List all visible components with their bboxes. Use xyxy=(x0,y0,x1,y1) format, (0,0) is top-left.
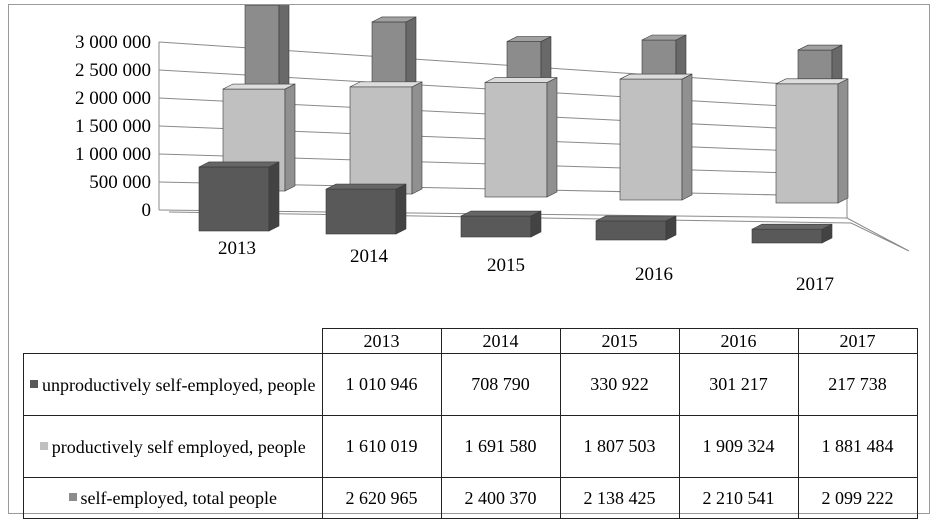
bar-front-face xyxy=(751,228,823,244)
bar-top-face xyxy=(751,223,833,230)
bar-side-face xyxy=(411,81,423,195)
x-axis-ticks: 2013 2014 2015 2016 2017 xyxy=(218,238,834,295)
bar-front-face xyxy=(349,86,413,195)
bar xyxy=(198,161,280,232)
bar-top-face xyxy=(371,16,417,23)
bar-top-face xyxy=(797,44,843,51)
bar-top-face xyxy=(484,77,558,83)
bar-side-face xyxy=(681,73,693,201)
bar-top-face xyxy=(619,73,693,80)
bar-top-face xyxy=(506,36,552,42)
y-tick-label: 2 000 000 xyxy=(75,88,151,109)
bar xyxy=(460,210,542,238)
bar xyxy=(349,81,423,195)
table-cell: 2 138 425 xyxy=(559,477,680,519)
bars xyxy=(198,5,849,244)
table-cell: 2 620 965 xyxy=(321,477,442,519)
bar-side-face xyxy=(268,161,280,232)
table-row: productively self employed, people 1 610… xyxy=(23,415,918,478)
data-table: 2013 2014 2015 2016 2017 unproductively … xyxy=(23,328,918,519)
y-tick-label: 1 500 000 xyxy=(75,116,151,137)
legend-key-icon xyxy=(68,493,77,501)
table-cell: 2 210 541 xyxy=(678,477,799,519)
bar-side-face xyxy=(546,77,558,198)
table-row: self-employed, total people 2 620 965 2 … xyxy=(23,477,918,519)
bar-side-face xyxy=(284,83,296,192)
bar-top-face xyxy=(460,210,542,217)
bar-top-face xyxy=(198,161,280,168)
table-cell: 1 691 580 xyxy=(440,415,561,478)
bar xyxy=(484,77,558,198)
bar xyxy=(325,183,407,235)
table-header-cell: 2015 xyxy=(559,328,680,354)
table-cell: 1 010 946 xyxy=(321,353,442,416)
y-tick-label: 2 500 000 xyxy=(75,60,151,81)
table-cell: 1 807 503 xyxy=(559,415,680,478)
table-header-cell: 2016 xyxy=(678,328,799,354)
table-header-cell: 2013 xyxy=(321,328,442,354)
series-label-total: self-employed, total people xyxy=(23,477,323,519)
bar-top-face xyxy=(775,78,849,85)
x-tick-label: 2017 xyxy=(796,274,834,295)
bar xyxy=(595,215,677,241)
y-tick-label: 1 000 000 xyxy=(75,144,151,165)
bar xyxy=(751,223,833,244)
bar-front-face xyxy=(595,220,667,241)
table-header-row: 2013 2014 2015 2016 2017 xyxy=(24,328,918,354)
bar-top-face xyxy=(222,83,296,90)
bar-front-face xyxy=(619,78,683,201)
table-cell: 330 922 xyxy=(559,353,680,416)
series-label-productive: productively self employed, people xyxy=(23,415,323,478)
bar-front-face xyxy=(198,166,270,232)
table-cell: 217 738 xyxy=(797,353,918,416)
x-tick-label: 2014 xyxy=(350,246,389,267)
bar-top-face xyxy=(349,81,423,88)
table-cell: 1 909 324 xyxy=(678,415,799,478)
table-cell: 301 217 xyxy=(678,353,799,416)
table-cell: 2 099 222 xyxy=(797,477,918,519)
table-cell: 708 790 xyxy=(440,353,561,416)
y-tick-label: 500 000 xyxy=(89,172,151,193)
y-tick-label: 0 xyxy=(142,200,152,221)
bar-front-face xyxy=(484,82,548,198)
bar-top-face xyxy=(595,215,677,222)
table-cell: 2 400 370 xyxy=(440,477,561,519)
table-header-cell: 2014 xyxy=(440,328,561,354)
bar-front-face xyxy=(775,83,839,204)
bar-side-face xyxy=(837,78,849,204)
y-tick-label: 3 000 000 xyxy=(75,32,151,53)
legend-key-icon xyxy=(39,441,48,450)
bar-front-face xyxy=(325,188,397,235)
chart-frame: 0 500 000 1 000 000 1 500 000 2 000 000 2 500… xyxy=(8,4,930,519)
bar xyxy=(619,73,693,201)
x-tick-label: 2015 xyxy=(487,255,525,276)
chart-plot: 0 500 000 1 000 000 1 500 000 2 000 000 2 500… xyxy=(75,5,910,295)
table-cell: 1 610 019 xyxy=(321,415,442,478)
bar xyxy=(775,78,849,204)
series-label-unproductive: unproductively self-employed, people xyxy=(23,353,323,416)
bar-front-face xyxy=(460,215,532,238)
table-corner xyxy=(24,329,323,354)
table-row: unproductively self-employed, people 1 0… xyxy=(23,353,918,416)
table-cell: 1 881 484 xyxy=(797,415,918,478)
x-tick-label: 2013 xyxy=(218,238,256,259)
bar-top-face xyxy=(325,183,407,190)
x-tick-label: 2016 xyxy=(635,264,673,285)
legend-key-icon xyxy=(30,379,39,388)
y-axis-ticks: 0 500 000 1 000 000 1 500 000 2 000 000 2 500… xyxy=(75,32,151,221)
bar-top-face xyxy=(641,34,687,41)
table-header-cell: 2017 xyxy=(797,328,918,354)
bar-side-face xyxy=(395,183,407,235)
